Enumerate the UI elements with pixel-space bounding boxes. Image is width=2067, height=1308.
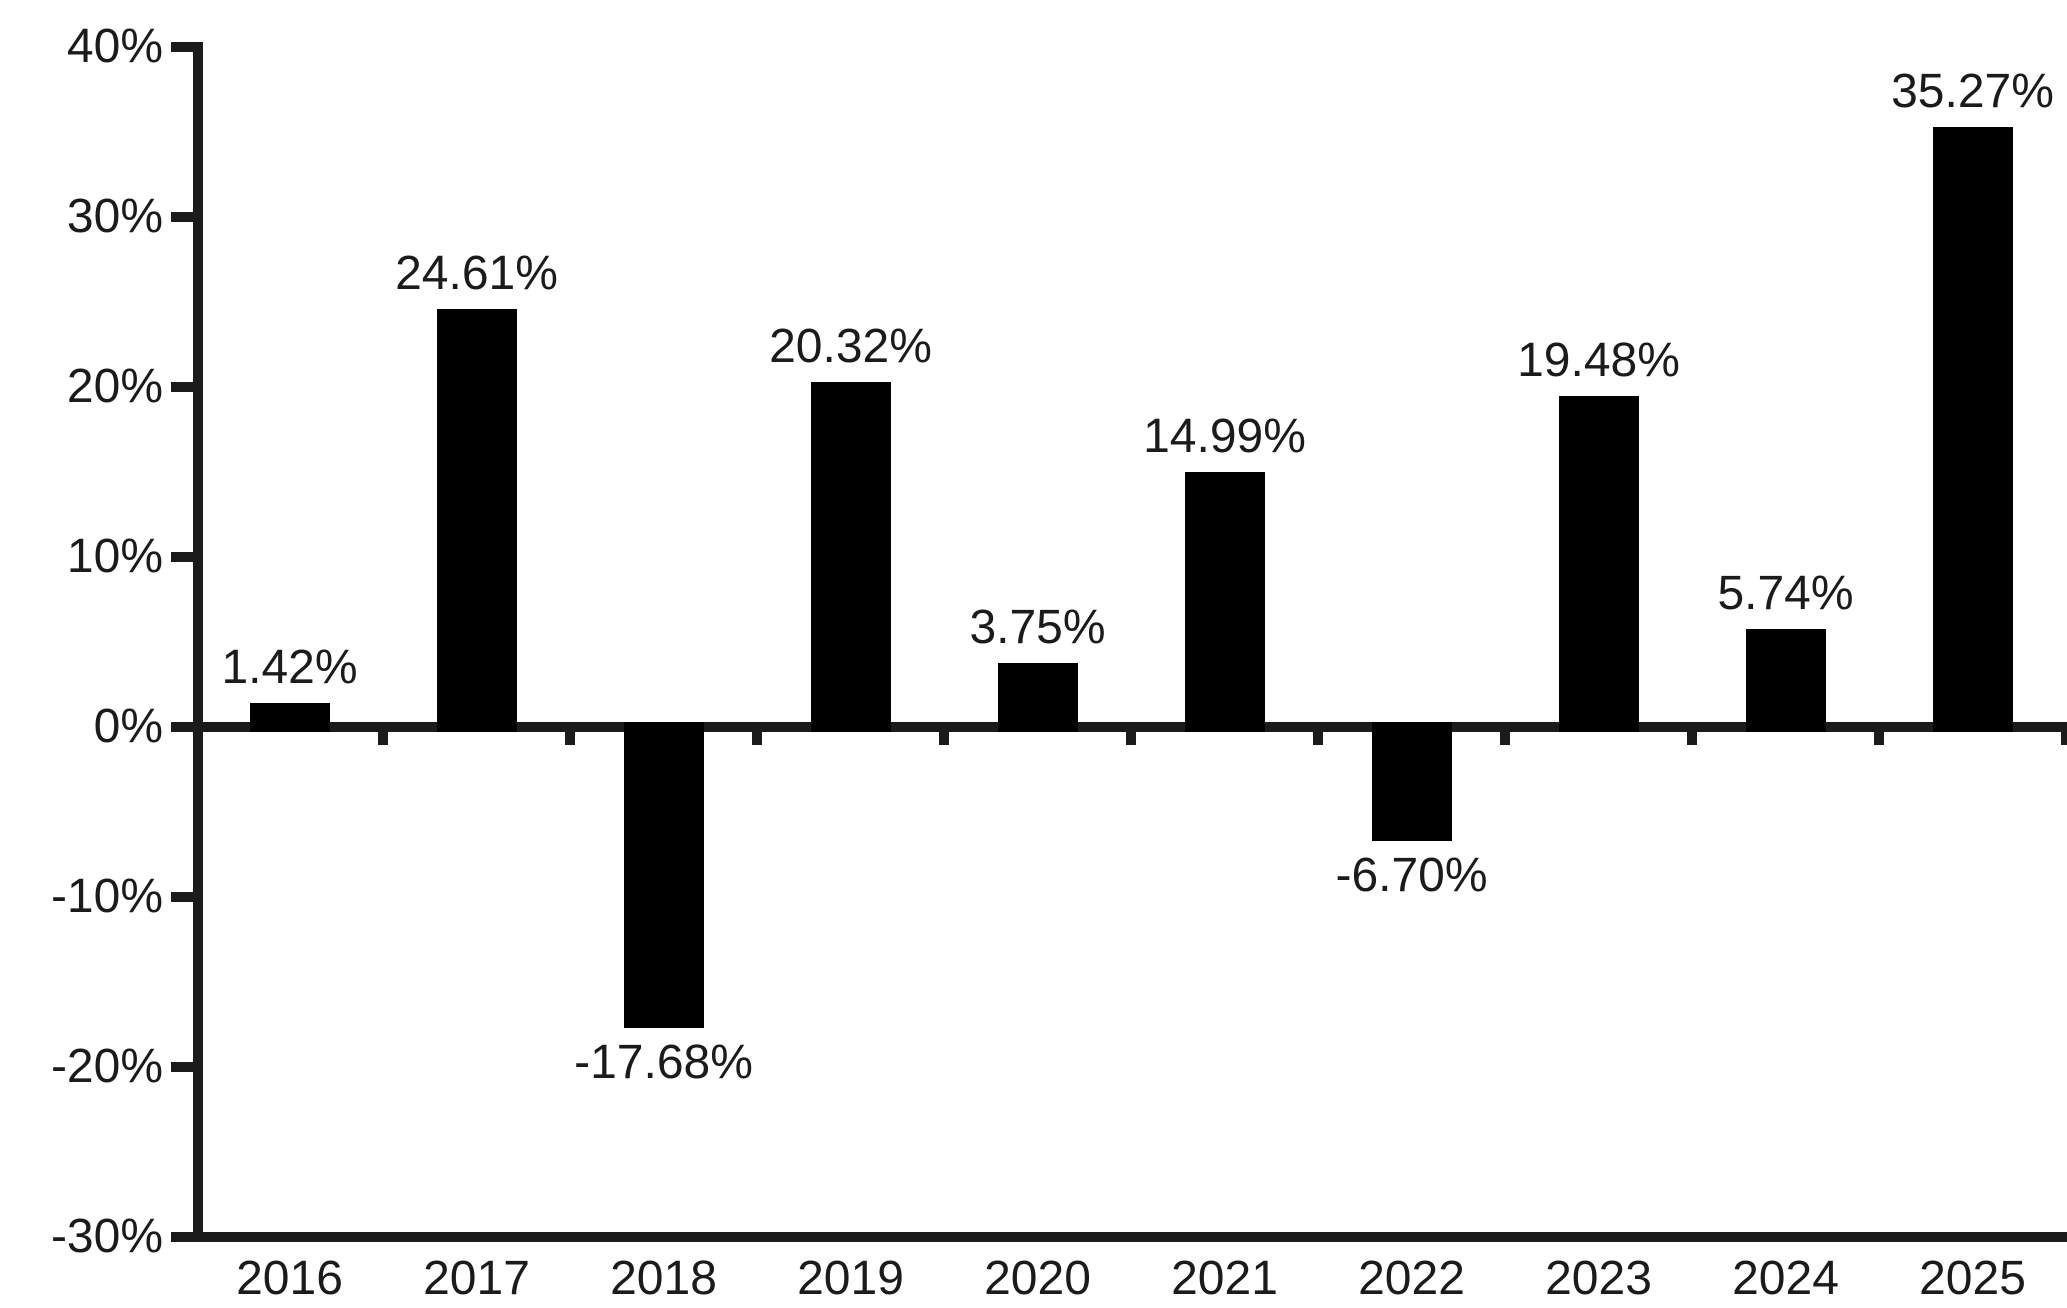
y-axis-tick bbox=[171, 892, 193, 902]
y-axis-tick bbox=[171, 1232, 193, 1242]
bar-2025 bbox=[1932, 127, 2013, 732]
bottom-axis-line bbox=[193, 1232, 2067, 1242]
x-axis-tick bbox=[1874, 732, 1884, 745]
x-axis-tick bbox=[1313, 732, 1323, 745]
x-axis-category-label: 2018 bbox=[610, 1252, 717, 1305]
x-axis-tick bbox=[1687, 732, 1697, 745]
x-axis-tick bbox=[752, 732, 762, 745]
bar-2017 bbox=[436, 308, 517, 732]
bar-value-label: 3.75% bbox=[969, 601, 1106, 655]
bar-value-label: 35.27% bbox=[1891, 65, 2054, 119]
y-axis-tick-label: 10% bbox=[66, 530, 163, 583]
y-axis-tick bbox=[171, 722, 193, 732]
y-axis-tick bbox=[171, 212, 193, 222]
x-axis-tick bbox=[565, 732, 575, 745]
bar-value-label: 1.42% bbox=[221, 640, 358, 694]
x-axis-tick bbox=[1126, 732, 1136, 745]
y-axis-tick bbox=[171, 42, 193, 52]
x-axis-tick bbox=[939, 732, 949, 745]
bar-value-label: 5.74% bbox=[1717, 567, 1854, 621]
x-axis-category-label: 2019 bbox=[797, 1252, 904, 1305]
zero-baseline bbox=[193, 722, 2067, 732]
bar-value-label: 24.61% bbox=[395, 246, 558, 300]
y-axis-tick-label: 20% bbox=[66, 360, 163, 413]
bar-2021 bbox=[1184, 472, 1265, 732]
x-axis-tick bbox=[378, 732, 388, 745]
x-axis-category-label: 2022 bbox=[1358, 1252, 1465, 1305]
y-axis-tick-label: 0% bbox=[93, 700, 163, 753]
y-axis-tick-label: -20% bbox=[50, 1040, 163, 1093]
bar-value-label: 20.32% bbox=[769, 319, 932, 373]
x-axis-category-label: 2023 bbox=[1545, 1252, 1652, 1305]
bar-2016 bbox=[249, 702, 330, 732]
x-axis-category-label: 2025 bbox=[1919, 1252, 2026, 1305]
y-axis-tick bbox=[171, 552, 193, 562]
bar-2020 bbox=[997, 663, 1078, 732]
x-axis-category-label: 2017 bbox=[423, 1252, 530, 1305]
y-axis-tick-label: -10% bbox=[50, 870, 163, 923]
bar-value-label: 19.48% bbox=[1517, 333, 1680, 387]
bar-value-label: -6.70% bbox=[1335, 848, 1488, 902]
y-axis-tick bbox=[171, 1062, 193, 1072]
bar-2019 bbox=[810, 381, 891, 732]
bar-2023 bbox=[1558, 395, 1639, 732]
bar-2022 bbox=[1371, 722, 1452, 841]
x-axis-category-label: 2024 bbox=[1732, 1252, 1839, 1305]
bar-2024 bbox=[1745, 629, 1826, 732]
bar-2018 bbox=[623, 722, 704, 1028]
x-axis-category-label: 2021 bbox=[1171, 1252, 1278, 1305]
bar-value-label: 14.99% bbox=[1143, 410, 1306, 464]
y-axis-tick-label: 40% bbox=[66, 20, 163, 73]
x-axis-category-label: 2016 bbox=[236, 1252, 343, 1305]
bar-value-label: -17.68% bbox=[574, 1035, 753, 1089]
x-axis-category-label: 2020 bbox=[984, 1252, 1091, 1305]
y-axis-line bbox=[193, 42, 203, 1242]
y-axis-tick bbox=[171, 382, 193, 392]
x-axis-tick bbox=[2061, 732, 2067, 745]
y-axis-tick-label: -30% bbox=[50, 1210, 163, 1263]
x-axis-tick bbox=[1500, 732, 1510, 745]
y-axis-tick-label: 30% bbox=[66, 190, 163, 243]
